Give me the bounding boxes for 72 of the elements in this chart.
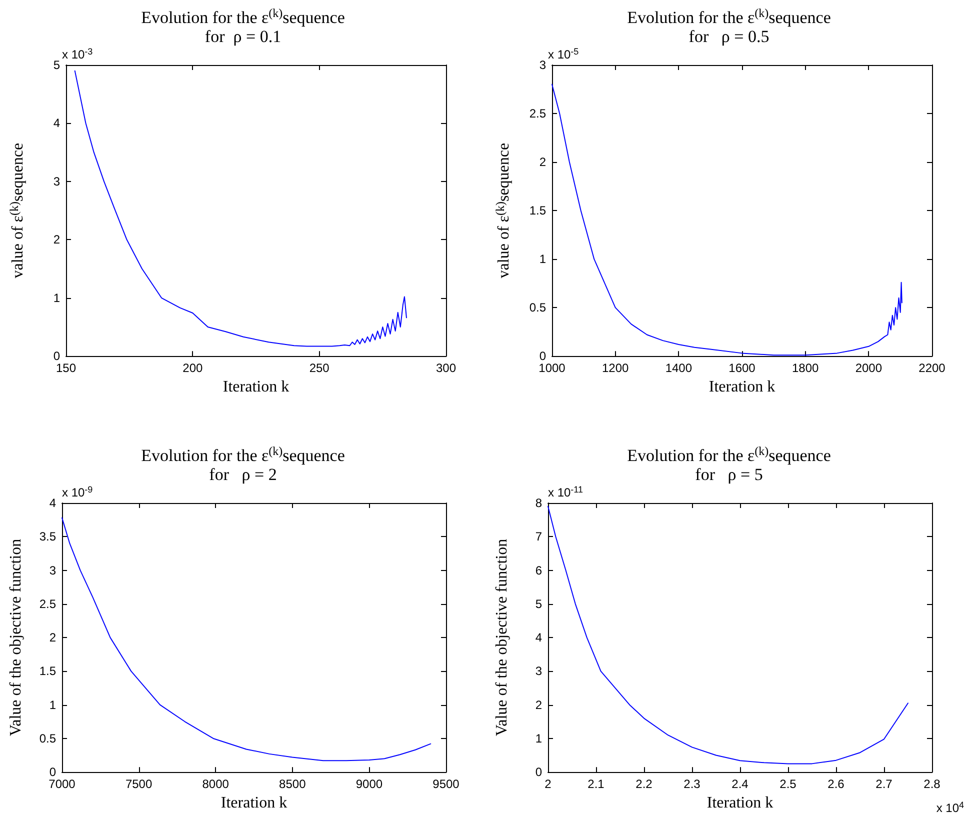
y-tick-label: 3	[539, 58, 546, 72]
y-axis-title: Value of the objective function	[494, 538, 510, 736]
x-axis-title: Iteration k	[222, 378, 290, 396]
x-tick-label: 9500	[432, 777, 460, 792]
x-tick-label: 7000	[48, 777, 76, 792]
x-axis-title: Iteration k	[220, 794, 288, 812]
y-tick-label: 8	[535, 496, 542, 510]
y-tick-label: 6	[535, 563, 542, 578]
y-tick-label: 5	[53, 58, 60, 72]
y-tick-label: 1	[539, 252, 546, 266]
y-tick-label: 1	[53, 290, 60, 305]
chart-subtitle: for ρ = 0.5	[688, 27, 770, 46]
y-tick-label: 3.5	[39, 530, 56, 544]
y-tick-label: 4	[49, 496, 56, 510]
x-axis-title: Iteration k	[706, 794, 774, 812]
y-tick-label: 1	[49, 698, 56, 712]
y-tick-label: 4	[535, 630, 542, 645]
y-tick-label: 0.5	[529, 300, 546, 315]
x-tick-label: 150	[56, 361, 76, 376]
x-tick-label: 2.6	[828, 777, 845, 792]
line-series	[74, 70, 407, 347]
y-tick-label: 2	[535, 698, 542, 712]
x-tick-label: 2.7	[876, 777, 893, 792]
x-tick-label: 7500	[125, 777, 152, 792]
x-tick-label: 1600	[728, 361, 756, 376]
y-tick-label: 2.5	[39, 596, 56, 611]
x-axis-title: Iteration k	[708, 378, 776, 396]
x-tick-label: 2.1	[588, 777, 605, 792]
y-tick-label: 0.5	[39, 731, 56, 746]
x-tick-label: 2.8	[924, 777, 941, 792]
x-tick-label: 2200	[918, 361, 946, 376]
y-tick-label: 1	[535, 731, 542, 746]
y-tick-label: 0	[49, 765, 56, 780]
y-axis-title: value of ε(k)sequence	[493, 142, 512, 278]
x-tick-label: 2.3	[684, 777, 701, 792]
x-tick-label: 300	[436, 361, 456, 376]
y-tick-label: 3	[53, 174, 60, 188]
x-tick-label: 8500	[279, 777, 306, 792]
y-axis-title: value of ε(k)sequence	[7, 142, 26, 278]
y-tick-label: 0	[535, 765, 542, 780]
x-tick-label: 1000	[538, 361, 566, 376]
line-series	[552, 84, 902, 356]
y-tick-label: 5	[535, 596, 542, 611]
x-tick-label: 9000	[356, 777, 383, 792]
x-tick-label: 8000	[202, 777, 230, 792]
y-tick-label: 3	[49, 563, 56, 578]
x-tick-label: 1400	[665, 361, 692, 376]
x-tick-label: 2.2	[636, 777, 653, 792]
chart-subtitle: for ρ = 5	[695, 465, 763, 484]
x-tick-label: 2.4	[732, 777, 749, 792]
x-tick-label: 250	[309, 361, 330, 376]
y-tick-label: 4	[53, 116, 60, 130]
x-tick-label: 2000	[855, 361, 882, 376]
line-series	[62, 517, 432, 762]
y-tick-label: 0	[53, 349, 60, 364]
line-series	[548, 506, 908, 764]
y-axis-title: Value of the objective function	[8, 538, 24, 736]
y-tick-label: 1.5	[529, 204, 546, 218]
x-tick-label: 1200	[602, 361, 630, 376]
y-tick-label: 0	[539, 349, 546, 364]
x-tick-label: 1800	[792, 361, 820, 376]
y-tick-label: 7	[535, 530, 542, 544]
y-tick-label: 2.5	[529, 106, 546, 121]
y-tick-label: 2	[539, 155, 546, 170]
y-tick-label: 3	[535, 664, 542, 678]
x-tick-label: 2.5	[780, 777, 797, 792]
y-tick-label: 2	[49, 630, 56, 645]
chart-subtitle: for ρ = 0.1	[204, 27, 282, 46]
y-tick-label: 1.5	[39, 664, 56, 678]
chart-subtitle: for ρ = 2	[209, 465, 277, 484]
y-tick-label: 2	[53, 232, 60, 247]
x-tick-label: 200	[182, 361, 203, 376]
